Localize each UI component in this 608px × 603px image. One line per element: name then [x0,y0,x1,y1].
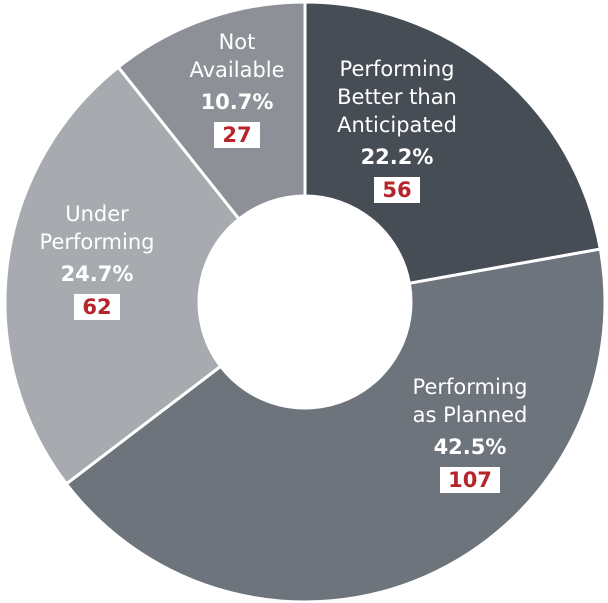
slice [303,0,603,286]
count-label: 27 [214,122,260,148]
slice [64,247,607,603]
percent-label: 10.7% [200,90,274,114]
slice [116,0,307,222]
slice-label: Not Available 10.7% 27 [187,28,287,149]
category-name: Performing as Planned [412,375,528,427]
slice-label: Performing as Planned 42.5% 107 [405,373,535,494]
percent-label: 22.2% [360,145,434,169]
category-name: Not Available [189,30,285,82]
slice-label: Performing Better than Anticipated 22.2% 5… [322,55,472,204]
percent-label: 42.5% [433,435,507,459]
category-name: Under Performing [39,202,155,254]
category-name: Performing Better than Anticipated [337,57,457,137]
percent-label: 24.7% [60,262,134,286]
slice [3,65,242,486]
slice-label: Under Performing 24.7% 62 [32,200,162,321]
count-label: 107 [440,467,500,493]
count-label: 62 [74,294,120,320]
count-label: 56 [374,177,420,203]
